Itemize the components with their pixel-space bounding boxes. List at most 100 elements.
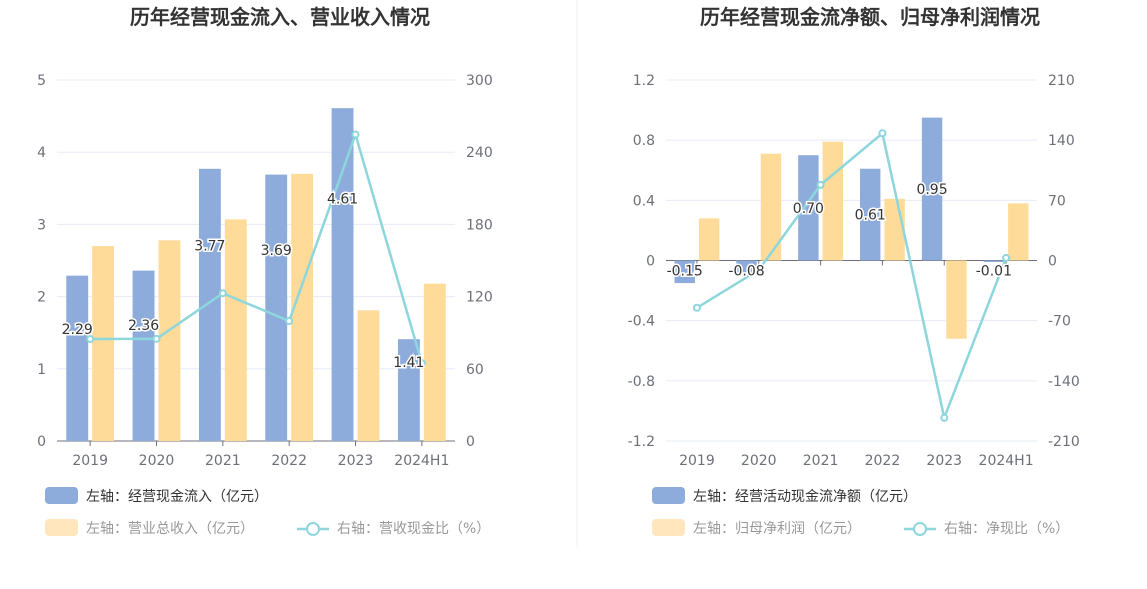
bar-primary (674, 260, 695, 284)
x-axis-label: 2021 (205, 453, 241, 469)
net-cashflow-profit-chart: 历年经营现金流净额、归母净利润情况 -1.2 -210 -0.8 -140 -0.4 -70… (628, 5, 1080, 537)
bar-value-label: -0.08 (728, 264, 764, 280)
left-axis-tick: 1.2 (633, 73, 655, 89)
bar-secondary (884, 198, 905, 261)
right-axis-tick: 0 (1048, 254, 1057, 270)
ratio-point (285, 317, 294, 326)
legend-line-marker (913, 522, 927, 536)
left-axis-tick: 5 (37, 73, 46, 89)
ratio-point (417, 359, 426, 368)
bar-secondary (423, 283, 446, 441)
bar-value-label: 3.77 (194, 239, 225, 255)
left-axis-tick: -1.2 (628, 434, 655, 450)
right-axis-tick: 180 (466, 217, 493, 233)
right-axis-tick: -140 (1048, 374, 1080, 390)
legend-label: 左轴：归母净利润（亿元） (693, 520, 861, 537)
x-axis-label: 2019 (72, 453, 108, 469)
left-axis-tick: 1 (37, 362, 46, 378)
legend-swatch (652, 519, 685, 536)
x-axis-label: 2021 (803, 453, 839, 469)
bar-value-label: 0.95 (916, 182, 947, 198)
right-axis-tick: -70 (1048, 314, 1071, 330)
ratio-point (1002, 253, 1011, 262)
left-axis-tick: 0 (37, 434, 46, 450)
legend-label: 右轴：净现比（%） (944, 521, 1069, 537)
ratio-point (754, 265, 763, 274)
bar-primary (331, 108, 354, 442)
bar-value-label: 2.36 (128, 318, 159, 334)
legend-line-marker (306, 522, 320, 536)
left-axis-tick: 2 (37, 290, 46, 306)
ratio-point (351, 130, 360, 139)
legend-label: 左轴：经营现金流入（亿元） (86, 489, 268, 505)
x-axis-label: 2024H1 (394, 453, 449, 469)
right-axis-tick: 240 (466, 145, 493, 161)
legend-label: 左轴：经营活动现金流净额（亿元） (693, 489, 917, 505)
bar-value-label: 3.69 (261, 243, 292, 259)
bar-value-label: 4.61 (327, 191, 358, 207)
legend-swatch (45, 487, 78, 504)
bar-value-label: 2.29 (62, 322, 93, 338)
bar-secondary (760, 153, 782, 261)
bar-secondary (158, 240, 181, 441)
left-axis-tick: -0.8 (628, 374, 655, 390)
right-axis-tick: 70 (1048, 193, 1066, 209)
right-axis-tick: 120 (466, 290, 493, 306)
legend-swatch (652, 487, 685, 504)
left-axis-tick: 3 (37, 217, 46, 233)
ratio-line (696, 131, 1008, 423)
x-axis-label: 2023 (926, 453, 962, 469)
bar-value-label: 1.41 (393, 355, 424, 371)
left-axis-tick: 4 (37, 145, 46, 161)
bar-primary (397, 339, 420, 441)
bar-primary (265, 174, 288, 441)
bar-secondary (291, 173, 314, 442)
bar-value-label: 0.70 (793, 201, 824, 217)
chart-title: 历年经营现金流入、营业收入情况 (130, 5, 430, 29)
bar-secondary (698, 218, 720, 261)
legend-label: 左轴：营业总收入（亿元） (86, 521, 254, 537)
right-axis-tick: 0 (466, 434, 475, 450)
legend-swatch (45, 519, 78, 536)
bar-value-label: -0.15 (667, 264, 703, 280)
bar-primary (860, 168, 881, 261)
ratio-point (86, 334, 95, 343)
bar-primary (198, 168, 221, 441)
right-axis-tick: 140 (1048, 133, 1075, 149)
left-axis-tick: 0 (646, 254, 655, 270)
ratio-line (90, 130, 424, 364)
left-axis-tick: 0.8 (633, 133, 655, 149)
bar-secondary (92, 246, 115, 441)
x-axis-label: 2019 (679, 453, 715, 469)
bar-secondary (224, 219, 247, 441)
left-axis-tick: -0.4 (628, 314, 655, 330)
x-axis-label: 2022 (271, 453, 307, 469)
right-axis-tick: 60 (466, 362, 484, 378)
right-axis-tick: 210 (1048, 73, 1075, 89)
ratio-point (878, 129, 887, 138)
ratio-point (816, 180, 825, 189)
ratio-point (152, 334, 161, 343)
ratio-point (940, 413, 949, 422)
bar-value-label: 0.61 (855, 208, 886, 224)
bar-primary (983, 260, 1005, 263)
x-axis-label: 2020 (139, 453, 175, 469)
bar-primary (921, 117, 943, 261)
bar-secondary (822, 141, 843, 261)
bar-primary (66, 275, 89, 441)
bar-value-label: -0.01 (976, 264, 1012, 280)
left-axis-tick: 0.4 (633, 193, 655, 209)
ratio-point (218, 289, 227, 298)
bar-secondary (357, 310, 380, 441)
bar-secondary (1008, 203, 1029, 261)
right-axis-tick: 300 (466, 73, 493, 89)
bar-primary (736, 260, 757, 273)
bar-primary (798, 155, 819, 261)
ratio-point (692, 303, 701, 312)
x-axis-label: 2023 (338, 453, 374, 469)
bar-secondary (946, 260, 967, 339)
x-axis-label: 2024H1 (979, 453, 1034, 469)
right-axis-tick: -210 (1048, 434, 1080, 450)
x-axis-label: 2022 (865, 453, 901, 469)
chart-title: 历年经营现金流净额、归母净利润情况 (700, 5, 1040, 29)
